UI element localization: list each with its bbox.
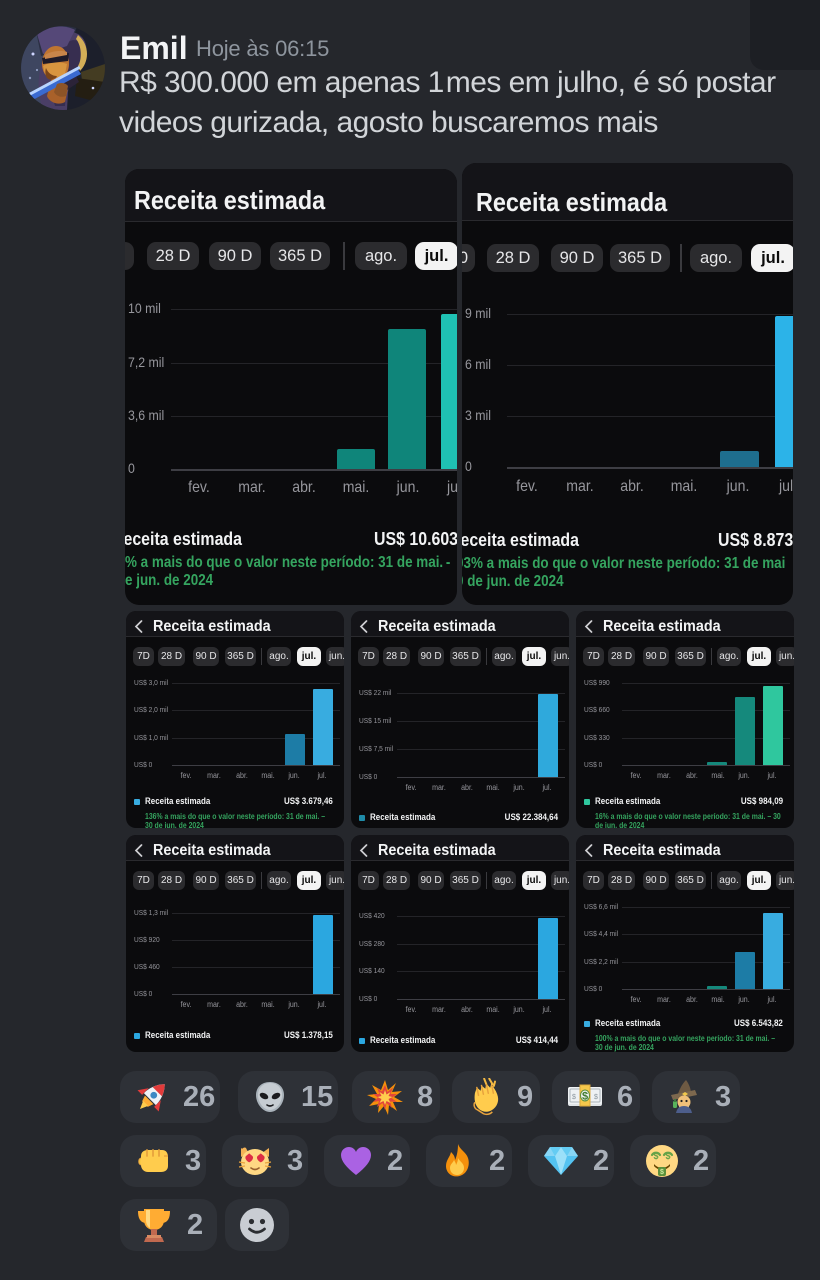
- svg-text:$: $: [653, 1151, 658, 1161]
- svg-text:$: $: [660, 1169, 664, 1176]
- svg-text:$: $: [572, 1094, 576, 1101]
- svg-text:$: $: [594, 1094, 598, 1101]
- svg-text:$: $: [665, 1151, 670, 1161]
- svg-text:$: $: [582, 1091, 588, 1103]
